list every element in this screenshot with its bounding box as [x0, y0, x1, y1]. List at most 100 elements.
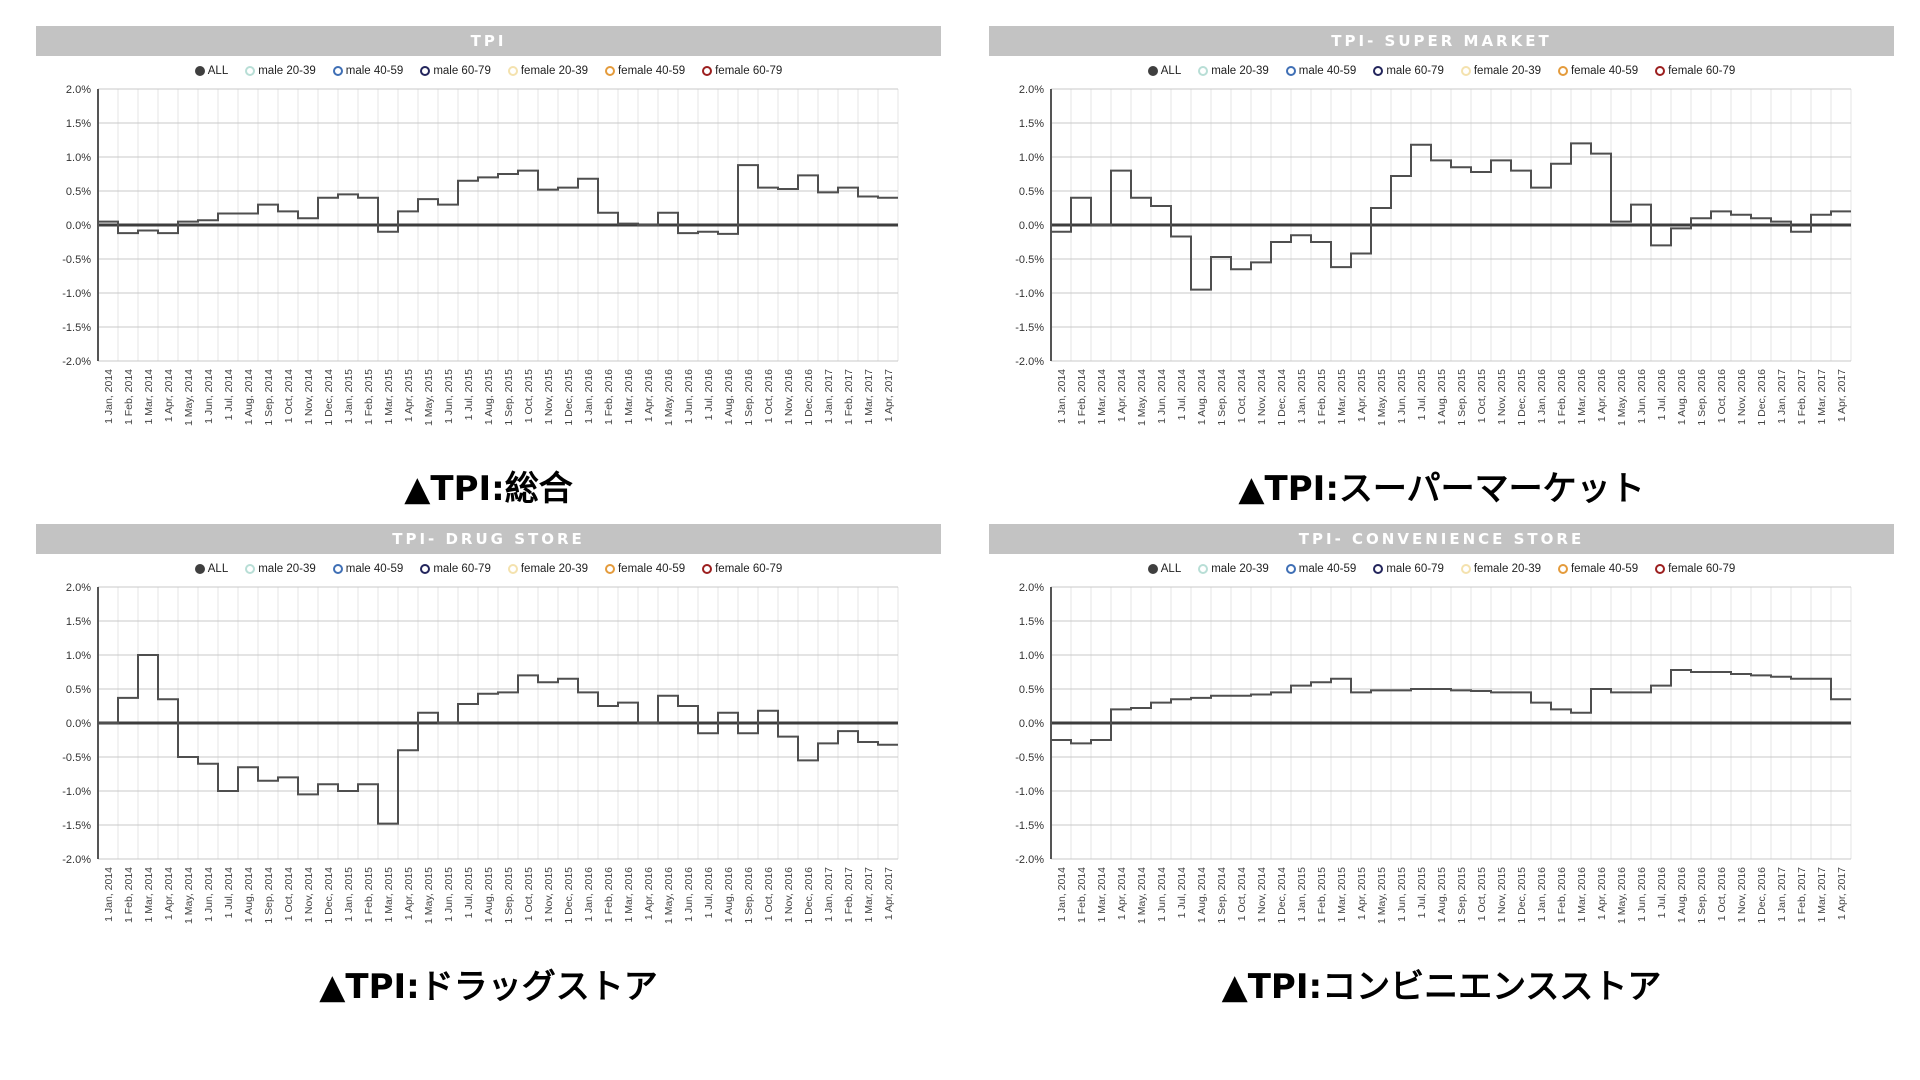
x-tick-label: 1 Dec, 2015 — [563, 369, 575, 426]
y-tick-label: -1.5% — [62, 322, 91, 334]
legend-item-male-20-39[interactable]: male 20-39 — [1198, 563, 1269, 575]
legend-item-all[interactable]: ALL — [1147, 563, 1181, 575]
legend-item-male-40-59[interactable]: male 40-59 — [1285, 65, 1357, 77]
x-tick-label: 1 Nov, 2015 — [543, 369, 555, 425]
caption-drug-store: ▲TPI:ドラッグストア — [319, 967, 658, 1007]
x-tick-label: 1 Mar, 2017 — [1816, 369, 1828, 425]
legend-item-female-20-39[interactable]: female 20-39 — [507, 65, 588, 77]
series-line-all[interactable] — [1051, 142, 1851, 291]
x-tick-label: 1 Jan, 2014 — [1056, 867, 1068, 922]
legend-marker-icon — [194, 564, 205, 574]
x-tick-label: 1 Aug, 2015 — [1436, 867, 1448, 923]
legend-marker-icon — [1655, 564, 1666, 574]
legend-marker-icon — [1147, 564, 1158, 574]
x-tick-label: 1 Jan, 2016 — [583, 369, 595, 424]
legend-item-female-20-39[interactable]: female 20-39 — [1460, 65, 1541, 77]
legend-item-female-20-39[interactable]: female 20-39 — [507, 563, 588, 575]
legend-label: male 60-79 — [1386, 65, 1444, 77]
legend-item-female-60-79[interactable]: female 60-79 — [1655, 563, 1735, 575]
x-tick-label: 1 Jan, 2016 — [583, 867, 595, 922]
legend-label: female 60-79 — [715, 65, 783, 77]
legend-item-male-20-39[interactable]: male 20-39 — [1198, 65, 1269, 77]
x-tick-label: 1 Jan, 2014 — [103, 867, 115, 922]
legend-item-female-40-59[interactable]: female 40-59 — [1557, 65, 1639, 77]
chart-svg-convenience-store: 2.0% 1.5% 1.0% 0.5% 0.0% -0.5% -1.0% -1.5% -2.0%… — [1015, 582, 1852, 924]
y-tick-label: 0.0% — [1019, 718, 1044, 730]
legend-label: male 20-39 — [1211, 563, 1269, 575]
x-tick-label: 1 Feb, 2016 — [1556, 867, 1568, 923]
legend-item-male-40-59[interactable]: male 40-59 — [332, 65, 403, 77]
x-tick-label: 1 May, 2014 — [1136, 369, 1148, 426]
y-tick-label: 2.0% — [1019, 582, 1044, 594]
x-tick-label: 1 Jun, 2015 — [443, 867, 455, 922]
x-tick-label: 1 Feb, 2015 — [1316, 867, 1328, 923]
legend-item-female-60-79[interactable]: female 60-79 — [702, 563, 782, 575]
legend-item-male-20-39[interactable]: male 20-39 — [245, 65, 316, 77]
x-tick-label: 1 Nov, 2016 — [1736, 369, 1748, 425]
x-tick-label: 1 Sep, 2014 — [1216, 369, 1228, 426]
x-tick-label: 1 Jul, 2015 — [463, 369, 475, 421]
series-line-all[interactable] — [1051, 668, 1851, 745]
y-tick-label: 0.5% — [1019, 186, 1044, 198]
series-line-all[interactable] — [98, 654, 898, 825]
legend-item-all[interactable]: ALL — [194, 563, 228, 575]
x-tick-label: 1 Mar, 2016 — [623, 369, 635, 425]
y-tick-label: 2.0% — [66, 582, 91, 594]
x-tick-label: 1 Jul, 2014 — [1176, 369, 1188, 421]
legend-marker-icon — [1198, 564, 1209, 574]
legend-item-all[interactable]: ALL — [194, 65, 228, 77]
x-tick-label: 1 Aug, 2014 — [243, 369, 255, 425]
y-tick-label: 1.0% — [1019, 650, 1044, 662]
chart-header-tpi: TPI — [36, 26, 941, 56]
x-tick-label: 1 Jul, 2015 — [1416, 369, 1428, 421]
x-tick-label: 1 Oct, 2015 — [523, 867, 535, 921]
x-tick-label: 1 Dec, 2014 — [1276, 867, 1288, 924]
legend-label: male 40-59 — [1298, 65, 1357, 77]
x-tick-label: 1 Jun, 2014 — [1156, 369, 1168, 424]
legend-item-male-60-79[interactable]: male 60-79 — [420, 563, 491, 575]
legend-label: female 20-39 — [520, 65, 588, 77]
legend-item-male-20-39[interactable]: male 20-39 — [245, 563, 316, 575]
legend-item-male-60-79[interactable]: male 60-79 — [420, 65, 491, 77]
chart-header-drug-store: TPI- DRUG STORE — [36, 524, 941, 554]
legend-item-female-40-59[interactable]: female 40-59 — [604, 65, 685, 77]
x-tick-label: 1 Mar, 2014 — [1096, 867, 1108, 923]
series-line-all[interactable] — [98, 164, 898, 235]
legend-label: male 20-39 — [1211, 65, 1269, 77]
legend-label: female 20-39 — [1473, 563, 1541, 575]
legend-item-female-40-59[interactable]: female 40-59 — [1557, 563, 1639, 575]
x-tick-label: 1 Jun, 2016 — [683, 867, 695, 922]
legend-item-male-40-59[interactable]: male 40-59 — [1285, 563, 1356, 575]
x-tick-label: 1 Oct, 2016 — [763, 369, 775, 423]
legend-item-female-20-39[interactable]: female 20-39 — [1460, 563, 1541, 575]
legend-item-all[interactable]: ALL — [1147, 65, 1181, 77]
legend-item-female-60-79[interactable]: female 60-79 — [1655, 65, 1735, 77]
legend-item-male-40-59[interactable]: male 40-59 — [332, 563, 403, 575]
legend-label: female 40-59 — [1570, 563, 1639, 575]
legend-label: female 40-59 — [1570, 65, 1639, 77]
y-tick-label: -2.0% — [62, 854, 91, 866]
legend-item-female-40-59[interactable]: female 40-59 — [604, 563, 685, 575]
x-tick-label: 1 Jul, 2015 — [463, 867, 475, 919]
legend-marker-icon — [332, 66, 343, 76]
x-tick-label: 1 Sep, 2015 — [503, 867, 515, 924]
legend-item-female-60-79[interactable]: female 60-79 — [702, 65, 782, 77]
x-tick-label: 1 Aug, 2016 — [1676, 867, 1688, 923]
y-tick-label: 2.0% — [66, 84, 91, 96]
legend-item-male-60-79[interactable]: male 60-79 — [1373, 563, 1444, 575]
x-tick-label: 1 Aug, 2016 — [723, 369, 735, 425]
legend-marker-icon — [1285, 564, 1296, 574]
x-tick-label: 1 Oct, 2015 — [1476, 369, 1488, 423]
x-tick-label: 1 Jul, 2015 — [1416, 867, 1428, 919]
x-tick-label: 1 Aug, 2016 — [1676, 369, 1688, 425]
x-tick-label: 1 May, 2015 — [1376, 867, 1388, 924]
legend-marker-icon — [702, 66, 713, 76]
x-tick-label: 1 Mar, 2014 — [143, 867, 155, 923]
legend-label: male 60-79 — [433, 563, 491, 575]
panel-super-market: TPI- SUPER MARKET ALL male 20-39 male 40-5… — [989, 26, 1894, 510]
x-tick-label: 1 Nov, 2014 — [1256, 867, 1268, 923]
x-tick-label: 1 Feb, 2014 — [123, 867, 135, 923]
x-tick-label: 1 Dec, 2015 — [1516, 369, 1528, 426]
legend-item-male-60-79[interactable]: male 60-79 — [1373, 65, 1444, 77]
x-tick-label: 1 May, 2014 — [1136, 867, 1148, 924]
